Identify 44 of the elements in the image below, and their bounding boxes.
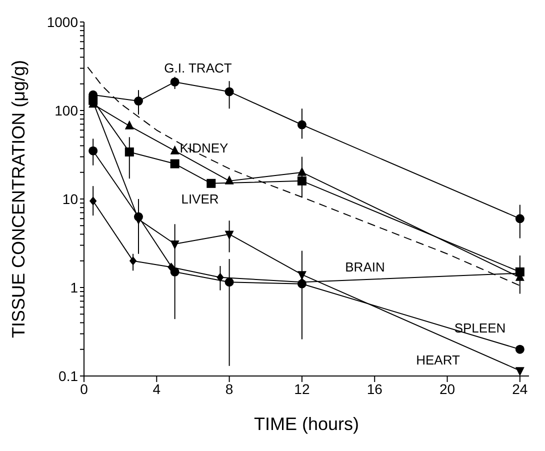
point	[89, 196, 97, 206]
series-label: KIDNEY	[180, 140, 228, 156]
point	[297, 176, 306, 186]
x-tick-label: 8	[225, 380, 234, 397]
point	[216, 272, 224, 282]
point	[134, 216, 143, 225]
y-tick-label: 1	[70, 279, 78, 296]
y-tick-label: 100	[54, 102, 78, 118]
y-axis-title: TISSUE CONCENTRATION (μg/g)	[8, 60, 28, 338]
point	[206, 178, 216, 188]
point	[170, 77, 180, 86]
series-label: BRAIN	[345, 260, 385, 274]
point	[168, 262, 175, 272]
y-tick-label: 10	[62, 190, 78, 207]
point	[170, 145, 180, 154]
series-label: LIVER	[181, 192, 219, 206]
point	[515, 214, 524, 224]
point	[88, 146, 98, 156]
point	[224, 230, 234, 240]
point	[170, 159, 180, 168]
point	[124, 120, 134, 130]
series-label: HEART	[416, 352, 460, 368]
x-tick-label: 20	[439, 380, 456, 397]
y-tick-label: 1000	[46, 14, 78, 30]
x-tick-label: 24	[512, 380, 528, 397]
point	[224, 87, 234, 96]
x-tick-label: 12	[294, 380, 310, 397]
point	[515, 367, 524, 376]
x-tick-label: 4	[152, 380, 161, 397]
x-tick-label: 16	[366, 380, 383, 397]
y-tick-label: 0.1	[58, 368, 78, 384]
point	[515, 344, 524, 354]
point	[134, 96, 143, 106]
point	[297, 120, 306, 130]
x-axis-title: TIME (hours)	[254, 414, 360, 434]
point	[297, 166, 306, 176]
point	[124, 147, 134, 156]
series-label: SPLEEN	[454, 320, 506, 336]
x-tick-label: 0	[80, 380, 88, 397]
series-label: G.I. TRACT	[164, 60, 232, 76]
point	[170, 240, 180, 250]
point	[224, 175, 234, 184]
point	[224, 278, 234, 287]
point	[129, 256, 137, 266]
